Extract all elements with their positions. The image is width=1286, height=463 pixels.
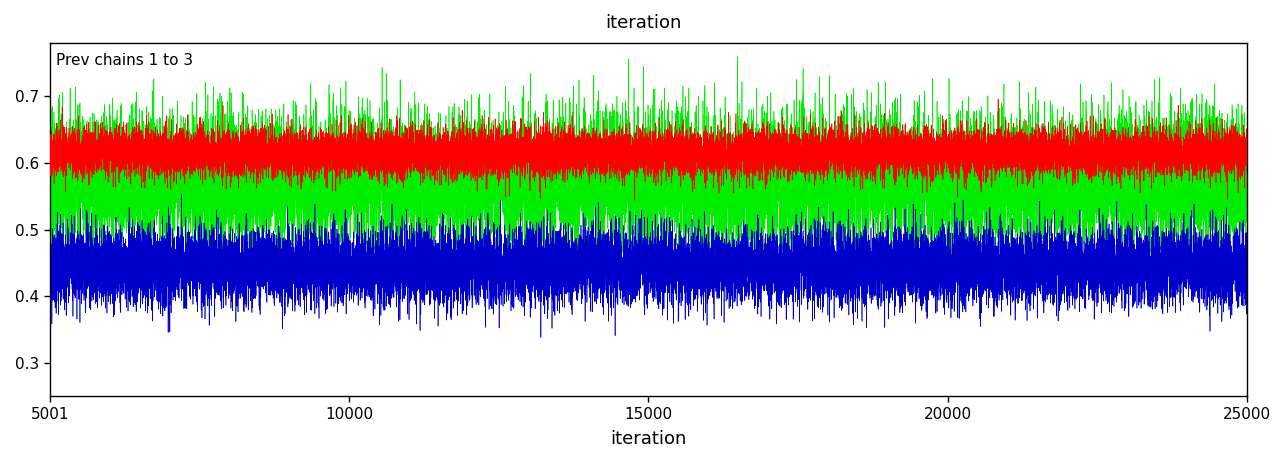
Text: iteration: iteration — [604, 14, 682, 32]
X-axis label: iteration: iteration — [610, 430, 687, 448]
Text: Prev chains 1 to 3: Prev chains 1 to 3 — [55, 53, 193, 69]
